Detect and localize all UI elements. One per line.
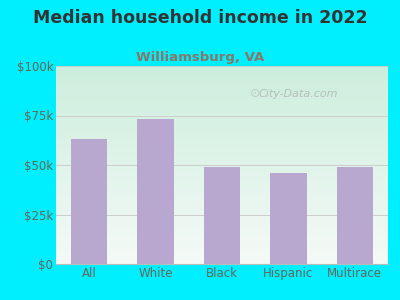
Text: City-Data.com: City-Data.com xyxy=(259,89,338,99)
Bar xyxy=(336,167,373,264)
Bar xyxy=(204,167,240,264)
Bar xyxy=(71,139,108,264)
Text: ⊙: ⊙ xyxy=(250,87,260,100)
Bar xyxy=(270,173,307,264)
Text: Williamsburg, VA: Williamsburg, VA xyxy=(136,51,264,64)
Text: Median household income in 2022: Median household income in 2022 xyxy=(33,9,367,27)
Bar xyxy=(137,119,174,264)
